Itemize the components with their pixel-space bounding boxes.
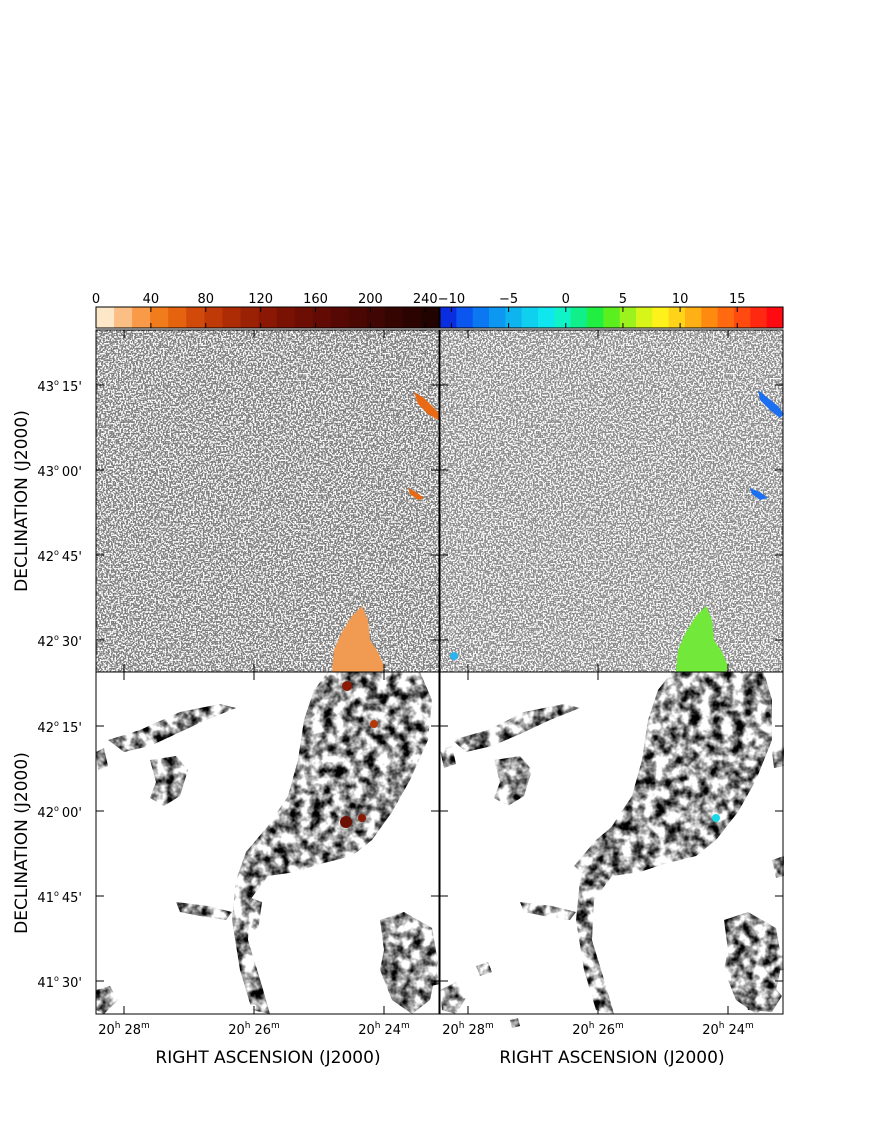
panel-bottom-left-intensity	[96, 672, 440, 1014]
velocity-colorbar-cell	[538, 307, 555, 328]
intensity-colorbar-tick-label: 240	[413, 292, 438, 307]
intensity-colorbar: 0 40 80 120 160 200 240	[92, 292, 440, 329]
velocity-peaks	[712, 814, 720, 822]
lower-dec-tick-labels: 42o 15' 42o 00' 41o 45' 41o 30'	[37, 719, 82, 991]
ra-tick-labels-right: 20h 28m 20h 26m 20h 24m	[442, 1021, 754, 1038]
intensity-colorbar-cell	[150, 307, 169, 328]
velocity-colorbar-tick-label: −5	[499, 292, 518, 307]
emission-regions	[332, 392, 440, 672]
dec-tick-label: 41o 45'	[37, 889, 82, 906]
intensity-colorbar-cell	[96, 307, 115, 328]
intensity-colorbar-tick-label: 0	[92, 292, 100, 307]
ra-tick-label: 20h 28m	[98, 1021, 150, 1038]
velocity-colorbar-cell	[554, 307, 572, 328]
panel-top-right-velocity	[440, 330, 784, 672]
velocity-colorbar: −10 −5 0 5 10 15	[438, 292, 784, 329]
y-axis-title-lower: DECLINATION (J2000)	[12, 752, 32, 934]
velocity-colorbar-tick-label: −10	[438, 292, 465, 307]
velocity-colorbar-cell	[766, 307, 784, 328]
dec-tick-label: 43o 00'	[37, 463, 82, 480]
intensity-colorbar-cell	[330, 307, 350, 328]
intensity-colorbar-cell	[312, 307, 332, 328]
intensity-colorbar-tick-label: 40	[143, 292, 160, 307]
intensity-colorbar-cell	[294, 307, 314, 328]
velocity-colorbar-cell	[668, 307, 686, 328]
intensity-colorbar-tick-label: 200	[358, 292, 383, 307]
dec-tick-label: 41o 30'	[37, 974, 82, 991]
velocity-colorbar-cell	[652, 307, 670, 328]
intensity-colorbar-tick-label: 160	[303, 292, 328, 307]
intensity-colorbar-cell	[402, 307, 422, 328]
x-axis-title-left: RIGHT ASCENSION (J2000)	[155, 1048, 380, 1068]
y-axis-title-upper: DECLINATION (J2000)	[12, 410, 32, 592]
velocity-colorbar-cell	[734, 307, 751, 328]
velocity-colorbar-cell	[603, 307, 621, 328]
panel-bottom-right-velocity	[440, 672, 784, 1028]
velocity-colorbar-tick-label: 0	[562, 292, 570, 307]
ra-tick-label: 20h 24m	[358, 1021, 410, 1038]
velocity-colorbar-tick-label: 5	[619, 292, 627, 307]
intensity-colorbar-cell	[240, 307, 260, 328]
panel-top-left-intensity	[96, 330, 440, 672]
intensity-colorbar-cell	[366, 307, 386, 328]
velocity-colorbar-cell	[619, 307, 637, 328]
dec-tick-label: 42o 45'	[37, 548, 82, 565]
intensity-colorbar-cell	[204, 307, 223, 328]
ra-tick-label: 20h 26m	[228, 1021, 280, 1038]
intensity-colorbar-cell	[420, 307, 440, 328]
velocity-colorbar-cell	[440, 307, 457, 328]
intensity-colorbar-cell	[258, 307, 278, 328]
velocity-colorbar-cell	[505, 307, 523, 328]
ra-tick-labels-left: 20h 28m 20h 26m 20h 24m	[98, 1021, 410, 1038]
intensity-colorbar-cell	[348, 307, 368, 328]
velocity-colorbar-cell	[701, 307, 719, 328]
intensity-colorbar-tick-label: 80	[197, 292, 214, 307]
intensity-colorbar-tick-label: 120	[248, 292, 273, 307]
velocity-colorbar-cell	[521, 307, 539, 328]
upper-dec-tick-labels: 43o 15' 43o 00' 42o 45' 42o 30'	[37, 378, 82, 650]
intensity-colorbar-cell	[114, 307, 133, 328]
velocity-colorbar-cell	[570, 307, 588, 328]
velocity-colorbar-tick-label: 15	[729, 292, 746, 307]
intensity-colorbar-cell	[384, 307, 404, 328]
panel-frames	[95, 329, 784, 1015]
velocity-colorbar-cell	[489, 307, 506, 328]
ra-tick-label: 20h 26m	[572, 1021, 624, 1038]
velocity-colorbar-tick-label: 10	[672, 292, 689, 307]
intensity-peaks	[340, 681, 378, 828]
dec-tick-label: 42o 30'	[37, 633, 82, 650]
dec-tick-label: 42o 15'	[37, 719, 82, 736]
ra-tick-label: 20h 24m	[702, 1021, 754, 1038]
axis-ticks	[96, 330, 783, 1014]
velocity-colorbar-cell	[472, 307, 490, 328]
velocity-colorbar-cell	[636, 307, 653, 328]
intensity-colorbar-cell	[222, 307, 242, 328]
velocity-colorbar-cell	[587, 307, 604, 328]
x-axis-title-right: RIGHT ASCENSION (J2000)	[499, 1048, 724, 1068]
emission-regions	[96, 672, 440, 1014]
velocity-regions	[450, 390, 784, 672]
intensity-colorbar-cell	[132, 307, 151, 328]
intensity-colorbar-cell	[276, 307, 296, 328]
intensity-colorbar-cell	[168, 307, 187, 328]
ra-tick-label: 20h 28m	[442, 1021, 494, 1038]
velocity-colorbar-cell	[456, 307, 474, 328]
dec-tick-label: 42o 00'	[37, 804, 82, 821]
velocity-colorbar-cell	[750, 307, 768, 328]
velocity-colorbar-cell	[717, 307, 735, 328]
intensity-colorbar-cell	[186, 307, 205, 328]
dec-tick-label: 43o 15'	[37, 378, 82, 395]
velocity-colorbar-cell	[685, 307, 702, 328]
velocity-regions	[440, 672, 784, 1028]
